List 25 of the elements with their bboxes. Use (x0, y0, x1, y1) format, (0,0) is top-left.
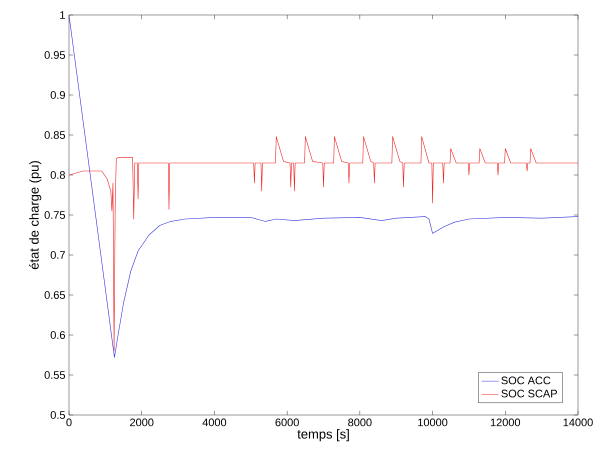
y-tick-label: 0.85 (44, 131, 66, 139)
x-tick-label: 6000 (276, 418, 299, 426)
y-tick-label: 0.7 (50, 251, 65, 259)
line-series (69, 14, 578, 358)
x-axis-title: temps [s] (297, 429, 349, 442)
x-tick-label: 14000 (564, 418, 593, 426)
y-tick-label: 0.75 (44, 211, 66, 219)
y-tick-label: 0.55 (44, 371, 66, 379)
x-tick-label: 10000 (418, 418, 448, 426)
y-axis-title: état de charge (pu) (29, 161, 42, 270)
x-tick-label: 2000 (130, 418, 154, 426)
x-tick-label: 12000 (490, 418, 520, 426)
x-tick-label: 8000 (348, 418, 372, 426)
legend-label: SOC ACC (501, 376, 550, 384)
y-tick-label: 0.5 (50, 411, 66, 419)
x-tick-label: 4000 (202, 418, 226, 426)
y-tick-label: 1 (60, 11, 65, 19)
y-tick-label: 0.8 (50, 171, 65, 179)
y-tick-label: 0.6 (50, 331, 65, 339)
line-series (69, 136, 578, 352)
x-tick-label: 0 (66, 418, 72, 426)
y-tick-label: 0.65 (44, 291, 66, 299)
y-tick-label: 0.95 (44, 51, 66, 59)
legend-label: SOC SCAP (501, 390, 557, 398)
y-tick-label: 0.9 (50, 91, 65, 99)
